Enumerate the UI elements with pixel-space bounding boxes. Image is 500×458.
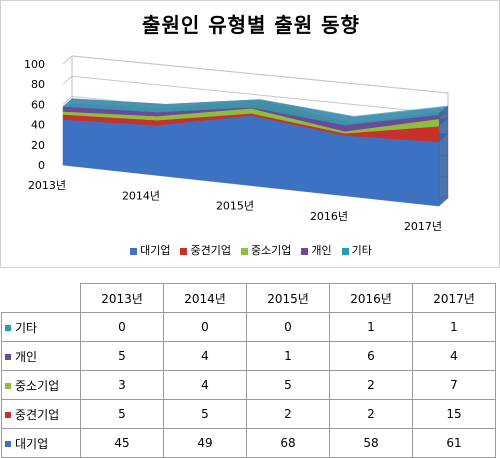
row-label: 개인	[15, 349, 38, 364]
legend-item: 기타	[341, 242, 372, 258]
table-row-header: 대기업	[1, 428, 81, 458]
chart-plot: 100 80 60 40 20 0 2013년 2014년 2015년 2016년 2017년	[24, 55, 450, 233]
table-row-header: 중소기업	[1, 370, 81, 400]
y-tick-label: 0	[38, 159, 45, 172]
row-label: 기타	[15, 320, 38, 335]
table-cell: 0	[246, 312, 330, 342]
table-row: 대기업 45 49 68 58 61	[1, 428, 496, 458]
table-cell: 5	[80, 341, 164, 371]
table-corner-cell	[1, 283, 81, 313]
y-tick-label: 100	[24, 58, 45, 71]
chart-area: 출원인 유형별 출원 동향 100 80 60 40 20 0 2013년 2014년 2015…	[0, 0, 500, 268]
table-cell: 61	[412, 428, 496, 458]
gridline	[71, 75, 449, 115]
table-cell: 3	[80, 370, 164, 400]
table-header-cell: 2014년	[163, 283, 247, 313]
x-tick-label: 2013년	[28, 179, 66, 192]
legend-label: 중소기업	[250, 244, 292, 257]
table-cell: 68	[246, 428, 330, 458]
row-label: 중견기업	[15, 407, 60, 422]
table-cell: 1	[329, 312, 413, 342]
table-cell: 58	[329, 428, 413, 458]
row-swatch	[5, 354, 11, 360]
row-label: 중소기업	[15, 378, 60, 393]
row-label: 대기업	[15, 436, 49, 451]
legend-item: 중견기업	[180, 242, 231, 258]
legend-swatch	[301, 247, 309, 255]
table-row-header: 개인	[1, 341, 81, 371]
table-cell: 2	[246, 399, 330, 429]
legend: 대기업 중견기업 중소기업 개인 기타	[1, 242, 500, 258]
y-tick-label: 60	[31, 98, 45, 111]
row-swatch	[5, 325, 11, 331]
legend-swatch	[180, 247, 188, 255]
table-cell: 45	[80, 428, 164, 458]
table-cell: 5	[80, 399, 164, 429]
gridline-side	[62, 75, 73, 85]
table-row: 중견기업 5 5 2 2 15	[1, 399, 496, 429]
x-tick-label: 2017년	[404, 220, 442, 233]
table-header-cell: 2016년	[329, 283, 413, 313]
table-cell: 4	[412, 341, 496, 371]
table-cell: 6	[329, 341, 413, 371]
row-swatch	[5, 441, 11, 447]
table-cell: 7	[412, 370, 496, 400]
row-swatch	[5, 412, 11, 418]
y-tick-label: 40	[31, 119, 45, 132]
table-row: 중소기업 3 4 5 2 7	[1, 370, 496, 400]
legend-item: 중소기업	[240, 242, 292, 258]
y-tick-label: 80	[31, 78, 45, 91]
gridline	[71, 55, 449, 94]
table-row-header: 기타	[1, 312, 81, 342]
area-side-face	[439, 105, 448, 206]
table-row: 개인 5 4 1 6 4	[1, 341, 496, 371]
table-cell: 0	[163, 312, 247, 342]
legend-swatch	[130, 247, 138, 255]
legend-item: 대기업	[130, 242, 170, 258]
legend-swatch	[240, 247, 248, 255]
table-header-cell: 2017년	[412, 283, 496, 313]
legend-swatch	[341, 247, 349, 255]
gridline-side	[62, 55, 73, 65]
table-row: 기타 0 0 0 1 1	[1, 312, 496, 342]
table-cell: 5	[163, 399, 247, 429]
table-cell: 0	[80, 312, 164, 342]
table-cell: 2	[329, 370, 413, 400]
legend-item: 개인	[301, 242, 332, 258]
gridline-side	[62, 96, 73, 105]
legend-label: 대기업	[140, 244, 171, 257]
row-swatch	[5, 383, 11, 389]
table-cell: 15	[412, 399, 496, 429]
legend-label: 개인	[311, 244, 332, 257]
table-cell: 1	[246, 341, 330, 371]
table-cell: 49	[163, 428, 247, 458]
x-tick-label: 2014년	[122, 189, 160, 202]
table-cell: 2	[329, 399, 413, 429]
legend-label: 기타	[351, 244, 372, 257]
x-tick-label: 2015년	[216, 200, 254, 213]
data-table: 2013년 2014년 2015년 2016년 2017년 기타 0 0 0 1 1 개인 5 4 1 6 4…	[1, 283, 496, 458]
table-row-header: 중견기업	[1, 399, 81, 429]
y-tick-label: 20	[31, 139, 45, 152]
table-cell: 5	[246, 370, 330, 400]
table-header-cell: 2015년	[246, 283, 330, 313]
table-cell: 4	[163, 370, 247, 400]
area-series-top	[63, 98, 448, 124]
x-tick-label: 2016년	[310, 210, 348, 223]
table-header-cell: 2013년	[80, 283, 164, 313]
table-header-row: 2013년 2014년 2015년 2016년 2017년	[1, 283, 496, 313]
legend-label: 중견기업	[190, 244, 231, 257]
table-cell: 1	[412, 312, 496, 342]
chart-title: 출원인 유형별 출원 동향	[142, 13, 360, 37]
table-cell: 4	[163, 341, 247, 371]
